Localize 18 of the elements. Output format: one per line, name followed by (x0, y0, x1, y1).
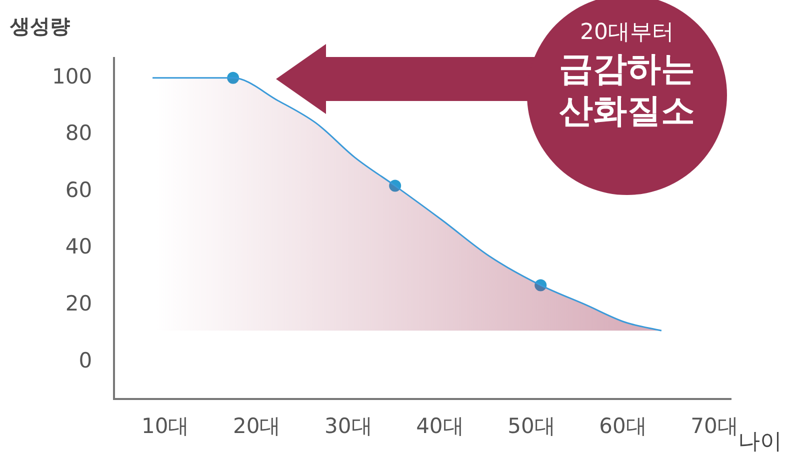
x-tick-label: 50대 (508, 414, 556, 438)
x-tick-label: 20대 (233, 414, 281, 438)
x-tick-label: 30대 (324, 414, 372, 438)
y-tick-label: 100 (52, 64, 92, 88)
text: 20대부터 (579, 19, 675, 47)
x-tick-label: 60대 (599, 414, 647, 438)
annotation: 급감하는 (558, 48, 696, 90)
x-tick-label: 40대 (416, 414, 464, 438)
y-axis-title: 생성량 (9, 14, 70, 38)
y-tick-label: 40 (65, 234, 92, 259)
x-axis-title: 나이 (738, 430, 782, 455)
y-tick-label: 80 (65, 121, 92, 146)
x-tick-label: 10대 (141, 414, 190, 438)
annotation: 산화질소 (558, 90, 696, 132)
y-tick-label: 60 (65, 178, 92, 202)
x-tick-label: 70대 (690, 414, 738, 438)
y-tick-label: 20 (65, 292, 92, 316)
y-tick-label: 0 (78, 348, 92, 372)
